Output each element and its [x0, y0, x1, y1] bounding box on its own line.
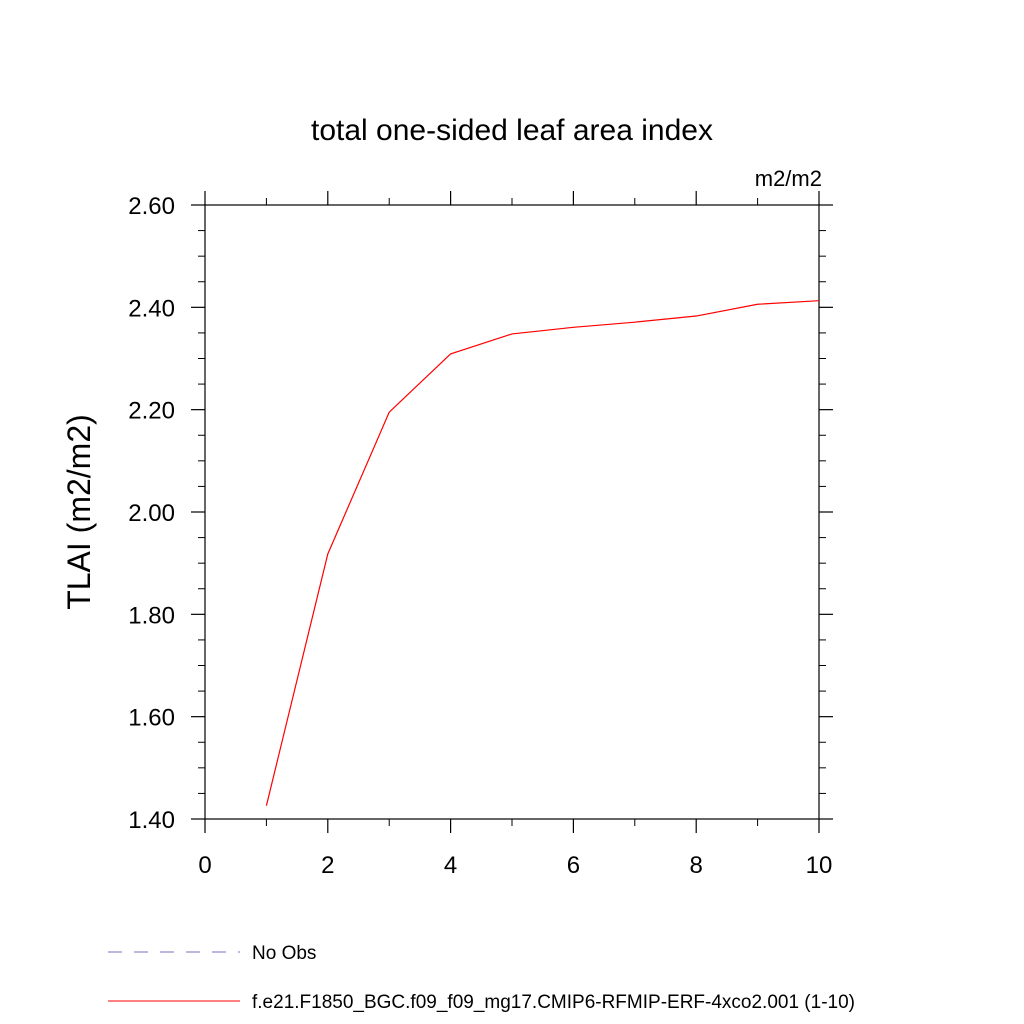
x-tick-label: 0 [198, 852, 211, 879]
x-tick-label: 6 [567, 852, 580, 879]
plot-frame [204, 204, 820, 820]
axis-ticks [191, 191, 833, 833]
x-tick-label: 2 [321, 852, 334, 879]
y-tick-label: 1.80 [128, 602, 175, 629]
y-tick-label: 2.60 [128, 193, 175, 220]
legend: No Obs f.e21.F1850_BGC.f09_f09_mg17.CMIP6… [108, 943, 855, 1013]
y-tick-label: 2.00 [128, 500, 175, 527]
x-tick-label: 10 [806, 852, 833, 879]
x-tick-label: 8 [690, 852, 703, 879]
y-tick-label: 2.20 [128, 398, 175, 425]
legend-label-0: No Obs [252, 943, 316, 964]
tick-labels: 0 2 4 6 8 10 1.40 1.60 1.80 2.00 2.20 2.40 2.60 [128, 193, 832, 879]
series-layer [265, 300, 820, 806]
y-axis-label: TLAI (m2/m2) [61, 414, 97, 610]
y-tick-label: 1.40 [128, 807, 175, 834]
legend-label-1: f.e21.F1850_BGC.f09_f09_mg17.CMIP6-RFMIP… [252, 992, 855, 1013]
chart-title: total one-sided leaf area index [311, 114, 713, 147]
x-tick-label: 4 [444, 852, 457, 879]
y-tick-label: 2.40 [128, 295, 175, 322]
series-line-0 [265, 300, 820, 806]
y-tick-label: 1.60 [128, 705, 175, 732]
units-label: m2/m2 [755, 166, 822, 191]
